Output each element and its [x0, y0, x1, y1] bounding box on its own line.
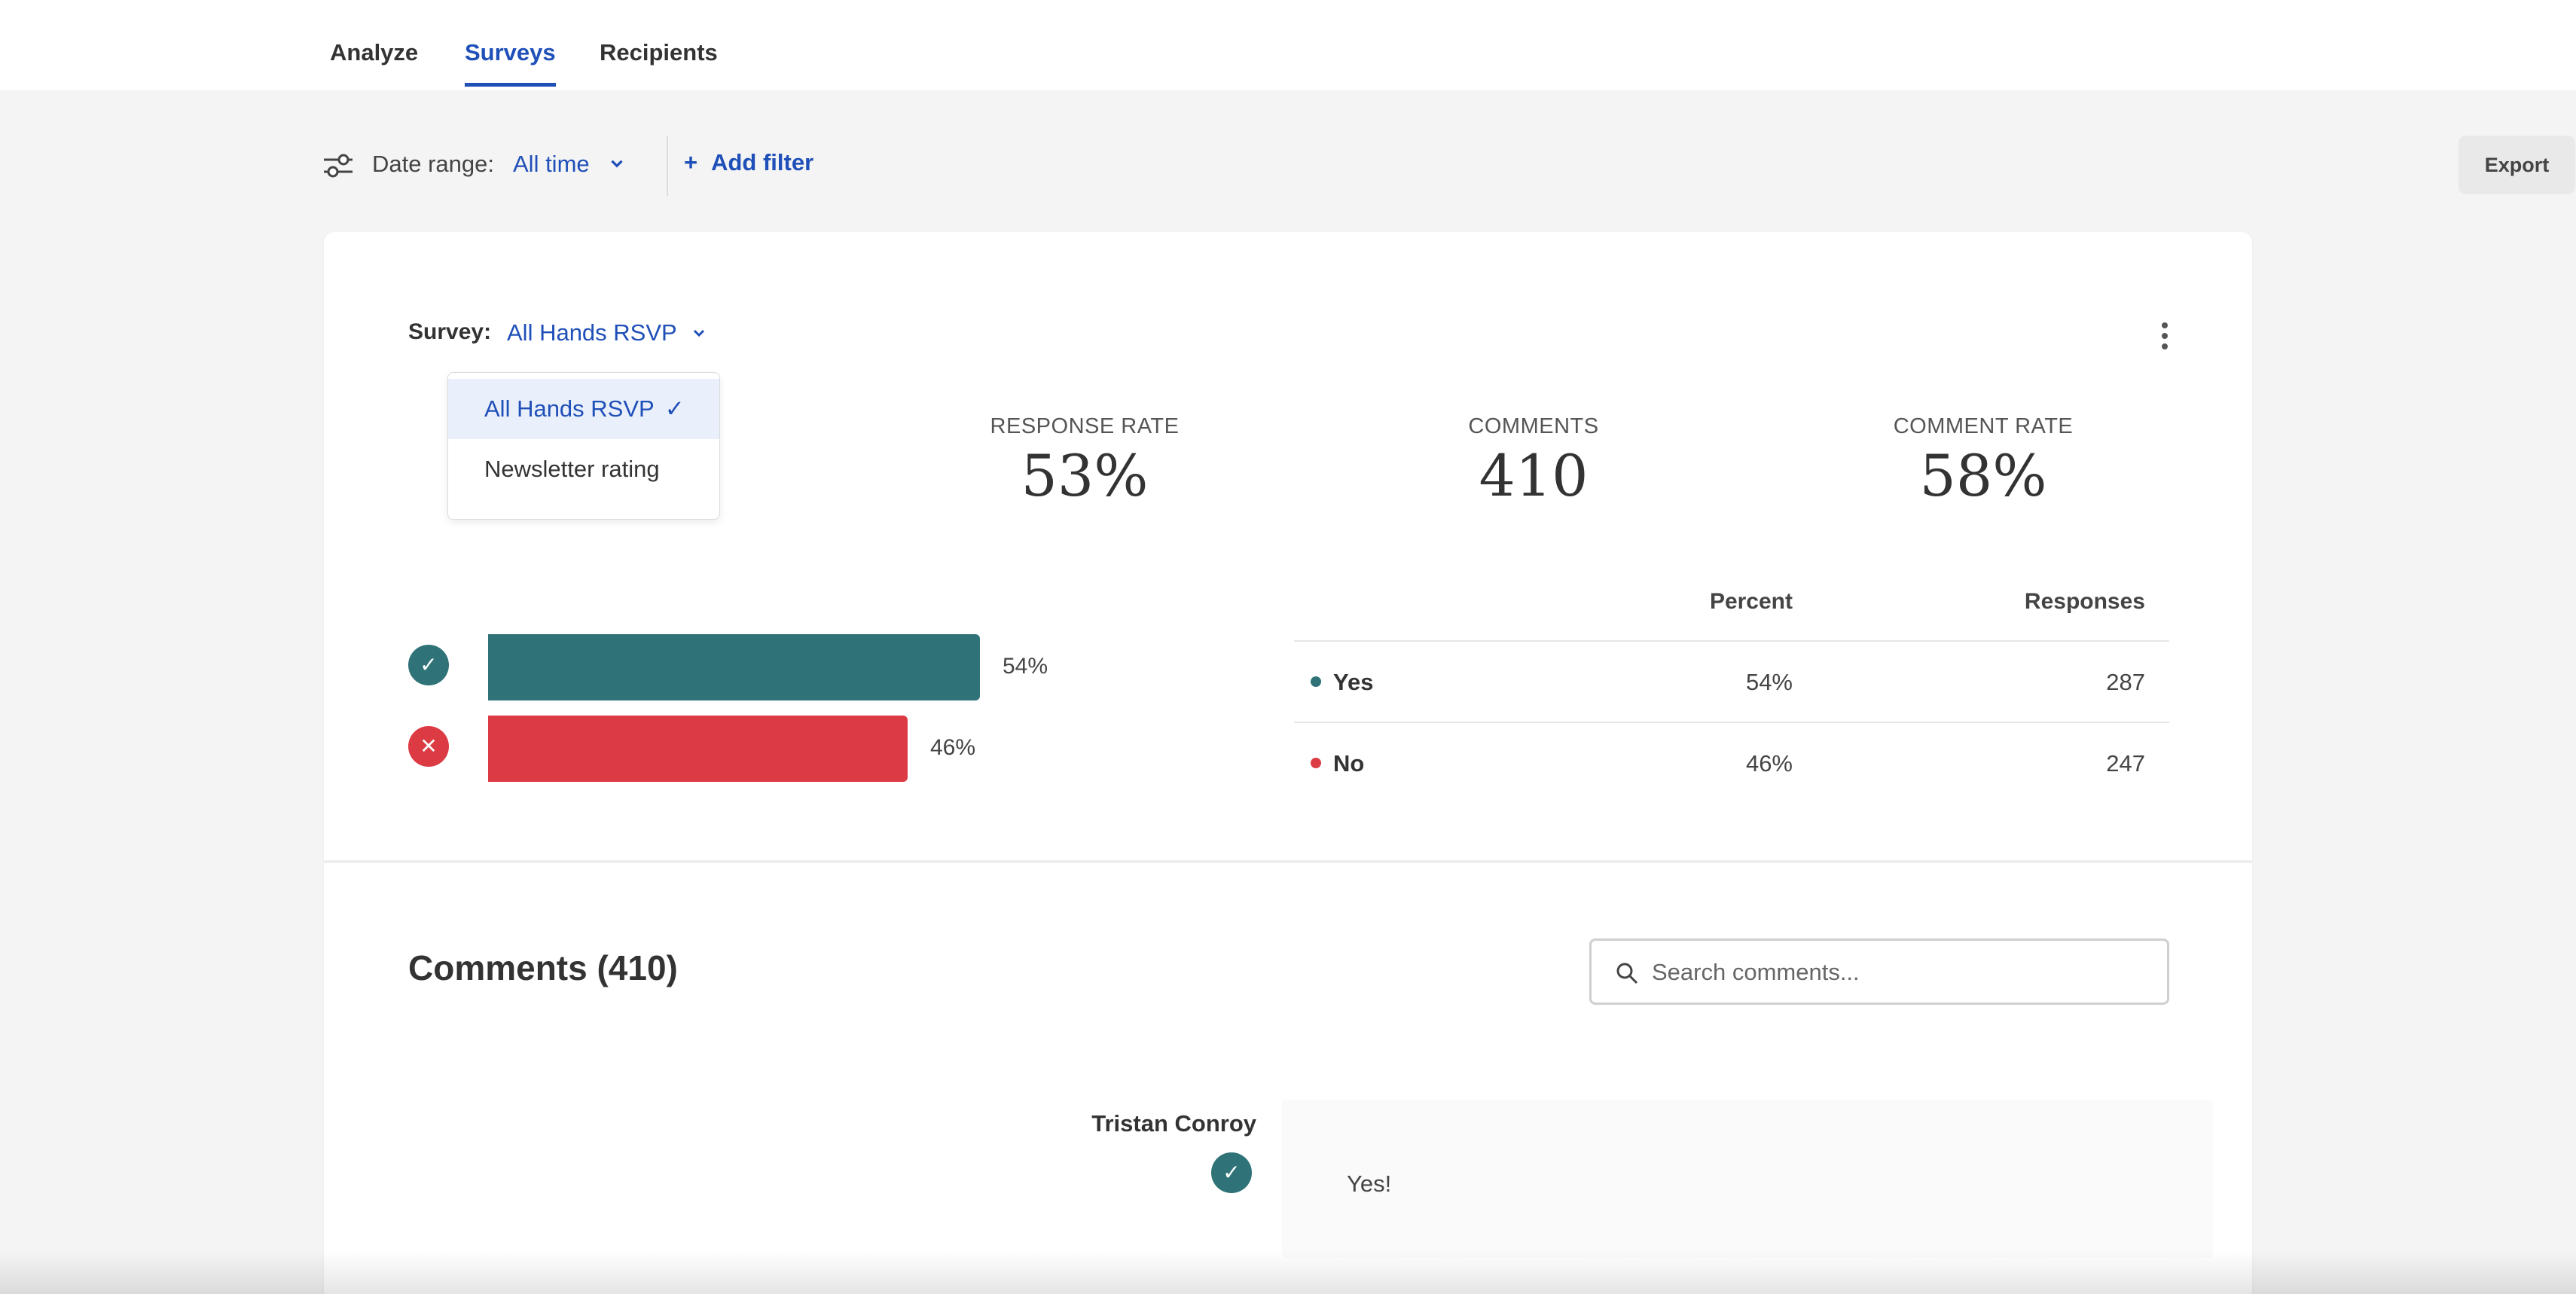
chevron-down-icon[interactable] — [690, 324, 708, 342]
stat-comments: COMMENTS 410 — [1398, 414, 1669, 509]
stat-value: 410 — [1479, 442, 1589, 509]
date-range-dropdown[interactable]: All time — [513, 151, 590, 177]
tab-surveys[interactable]: Surveys — [465, 39, 556, 87]
percent-header: Percent — [1709, 589, 1793, 614]
stat-label: COMMENTS — [1468, 414, 1599, 438]
stat-value: 53% — [1021, 442, 1149, 509]
more-options-icon[interactable] — [2150, 319, 2180, 352]
no-x-icon: ✕ — [408, 726, 449, 767]
stat-label: RESPONSE RATE — [990, 414, 1180, 438]
answer-label: Yes — [1333, 669, 1374, 695]
table-row: No 46% 247 — [1294, 723, 2169, 804]
responses-cell: 287 — [2106, 669, 2145, 695]
bar-label-yes: 54% — [1003, 654, 1048, 679]
survey-option-all-hands-rsvp[interactable]: All Hands RSVP ✓ — [448, 379, 719, 439]
bar-yes — [488, 634, 980, 700]
survey-option-label: Newsletter rating — [484, 456, 660, 482]
tab-analyze[interactable]: Analyze — [330, 39, 419, 66]
tab-recipients[interactable]: Recipients — [600, 39, 718, 66]
percent-cell: 54% — [1745, 669, 1793, 695]
section-divider — [324, 860, 2252, 863]
survey-option-label: All Hands RSVP — [484, 395, 655, 422]
filter-divider — [667, 136, 668, 196]
answer-cell: No — [1311, 750, 1364, 777]
search-comments-field[interactable] — [1589, 938, 2169, 1005]
answer-cell: Yes — [1311, 669, 1373, 696]
chevron-down-icon[interactable] — [607, 154, 627, 173]
top-nav: Analyze Surveys Recipients — [0, 0, 2576, 90]
stat-value: 58% — [1919, 442, 2047, 509]
yes-check-icon: ✓ — [408, 645, 449, 685]
table-row: Yes 54% 287 — [1294, 642, 2169, 723]
yes-dot-icon — [1311, 676, 1321, 687]
responses-cell: 247 — [2106, 750, 2145, 777]
survey-label: Survey: — [408, 319, 492, 344]
bottom-shadow — [0, 1250, 2576, 1294]
answer-label: No — [1333, 750, 1365, 777]
filter-bar: Date range: All time + Add filter Export — [322, 136, 2575, 196]
bar-label-no: 46% — [930, 735, 976, 760]
survey-select[interactable]: All Hands RSVP — [507, 319, 677, 346]
export-button[interactable]: Export — [2458, 136, 2575, 194]
stat-comment-rate: COMMENT RATE 58% — [1848, 414, 2119, 509]
stat-label: COMMENT RATE — [1893, 414, 2074, 438]
survey-card: Survey: All Hands RSVP All Hands RSVP ✓ N… — [324, 232, 2252, 1294]
survey-option-newsletter-rating[interactable]: Newsletter rating — [448, 439, 719, 499]
add-filter-label: Add filter — [711, 149, 814, 175]
comment-text: Yes! — [1347, 1170, 1392, 1197]
yes-check-icon: ✓ — [1211, 1152, 1252, 1193]
survey-dropdown-menu: All Hands RSVP ✓ Newsletter rating — [447, 372, 720, 520]
date-range-label: Date range: — [372, 151, 494, 177]
add-filter-button[interactable]: + Add filter — [684, 149, 813, 176]
table-header: Percent Responses — [1294, 578, 2169, 642]
bar-no — [488, 716, 908, 782]
filter-sliders-icon — [324, 154, 353, 178]
comment-bubble: Yes! — [1282, 1100, 2213, 1258]
no-dot-icon — [1311, 757, 1321, 768]
comment-author: Tristan Conroy — [1091, 1110, 1256, 1137]
checkmark-icon: ✓ — [664, 395, 685, 422]
plus-icon: + — [684, 149, 698, 175]
search-icon — [1616, 963, 1638, 984]
results-table: Percent Responses Yes 54% 287 No 46% 247 — [1294, 578, 2169, 804]
responses-header: Responses — [2024, 589, 2145, 614]
search-comments-input[interactable] — [1652, 951, 2149, 993]
stat-response-rate: RESPONSE RATE 53% — [949, 414, 1220, 509]
percent-cell: 46% — [1745, 750, 1793, 777]
comments-title: Comments (410) — [408, 948, 678, 987]
